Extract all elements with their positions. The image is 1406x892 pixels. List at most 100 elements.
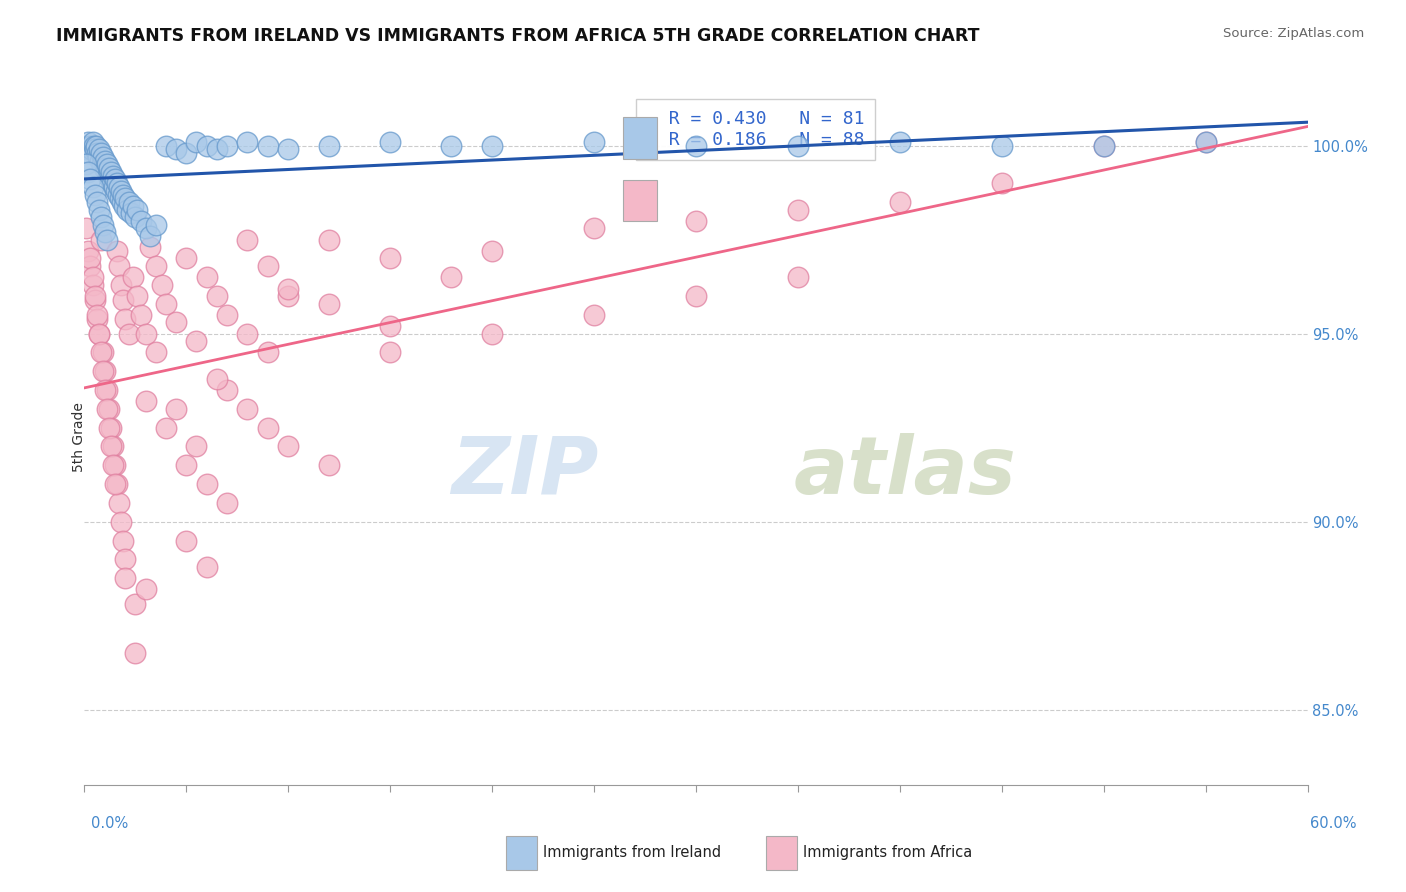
- Point: [318, 138, 340, 153]
- Point: [481, 138, 503, 153]
- Point: [114, 191, 136, 205]
- Point: [257, 259, 280, 273]
- Point: [104, 172, 127, 186]
- Text: ZIP: ZIP: [451, 433, 598, 511]
- Point: [83, 289, 105, 303]
- Point: [110, 184, 132, 198]
- Point: [101, 169, 124, 183]
- Point: [86, 194, 108, 209]
- Point: [583, 135, 606, 149]
- Point: [120, 206, 142, 220]
- Point: [165, 142, 187, 156]
- Point: [1195, 135, 1218, 149]
- Point: [217, 496, 239, 510]
- Point: [685, 289, 707, 303]
- Point: [155, 420, 177, 434]
- Point: [96, 157, 118, 171]
- Point: [145, 345, 167, 359]
- Point: [155, 296, 177, 310]
- Point: [195, 138, 218, 153]
- Text: IMMIGRANTS FROM IRELAND VS IMMIGRANTS FROM AFRICA 5TH GRADE CORRELATION CHART: IMMIGRANTS FROM IRELAND VS IMMIGRANTS FR…: [56, 27, 980, 45]
- Point: [83, 138, 105, 153]
- Point: [79, 252, 101, 266]
- Point: [155, 138, 177, 153]
- Point: [440, 270, 463, 285]
- Point: [205, 372, 228, 386]
- Point: [131, 214, 153, 228]
- Text: atlas: atlas: [794, 433, 1017, 511]
- Point: [685, 214, 707, 228]
- Point: [112, 533, 135, 548]
- Point: [94, 165, 117, 179]
- Point: [87, 326, 110, 341]
- Point: [174, 458, 197, 473]
- Point: [79, 138, 101, 153]
- Point: [174, 252, 197, 266]
- Point: [101, 176, 124, 190]
- Point: [79, 259, 101, 273]
- Point: [124, 598, 146, 612]
- Point: [93, 153, 117, 168]
- Point: [107, 187, 129, 202]
- Point: [217, 308, 239, 322]
- Point: [87, 326, 110, 341]
- Point: [86, 311, 108, 326]
- Point: [75, 157, 97, 171]
- Point: [104, 184, 127, 198]
- Point: [112, 199, 135, 213]
- Point: [380, 252, 402, 266]
- Point: [277, 289, 299, 303]
- Point: [83, 293, 105, 307]
- Point: [90, 157, 112, 171]
- Point: [87, 202, 110, 217]
- Point: [889, 194, 911, 209]
- Point: [96, 401, 118, 416]
- Point: [318, 233, 340, 247]
- Point: [186, 135, 208, 149]
- Point: [108, 180, 131, 194]
- Point: [84, 138, 107, 153]
- Point: [186, 440, 208, 454]
- Point: [77, 165, 100, 179]
- Point: [82, 277, 104, 292]
- Point: [787, 138, 810, 153]
- Point: [481, 244, 503, 258]
- Point: [277, 440, 299, 454]
- Point: [82, 135, 104, 149]
- Point: [118, 326, 141, 341]
- Point: [91, 218, 114, 232]
- Point: [122, 199, 145, 213]
- Point: [83, 187, 105, 202]
- Point: [236, 326, 259, 341]
- Point: [217, 383, 239, 397]
- Point: [100, 165, 122, 179]
- Point: [103, 180, 125, 194]
- Point: [145, 259, 167, 273]
- Point: [217, 138, 239, 153]
- Point: [76, 138, 98, 153]
- Point: [277, 281, 299, 295]
- Point: [787, 270, 810, 285]
- Point: [165, 401, 187, 416]
- Point: [205, 142, 228, 156]
- Point: [135, 326, 157, 341]
- Point: [108, 496, 131, 510]
- Point: [112, 293, 135, 307]
- Text: 60.0%: 60.0%: [1310, 816, 1357, 831]
- Point: [82, 270, 104, 285]
- Point: [257, 345, 280, 359]
- Point: [97, 420, 120, 434]
- Point: [96, 233, 118, 247]
- Point: [96, 383, 118, 397]
- Point: [91, 345, 114, 359]
- Point: [124, 210, 146, 224]
- Point: [105, 244, 128, 258]
- FancyBboxPatch shape: [623, 118, 657, 159]
- Point: [787, 202, 810, 217]
- Point: [174, 533, 197, 548]
- Point: [1092, 138, 1115, 153]
- Point: [90, 210, 112, 224]
- Point: [100, 440, 122, 454]
- Point: [205, 289, 228, 303]
- Point: [122, 270, 145, 285]
